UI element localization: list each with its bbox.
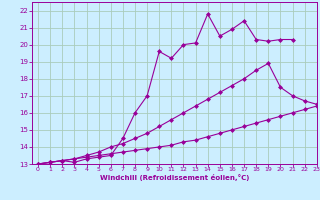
X-axis label: Windchill (Refroidissement éolien,°C): Windchill (Refroidissement éolien,°C) — [100, 174, 249, 181]
